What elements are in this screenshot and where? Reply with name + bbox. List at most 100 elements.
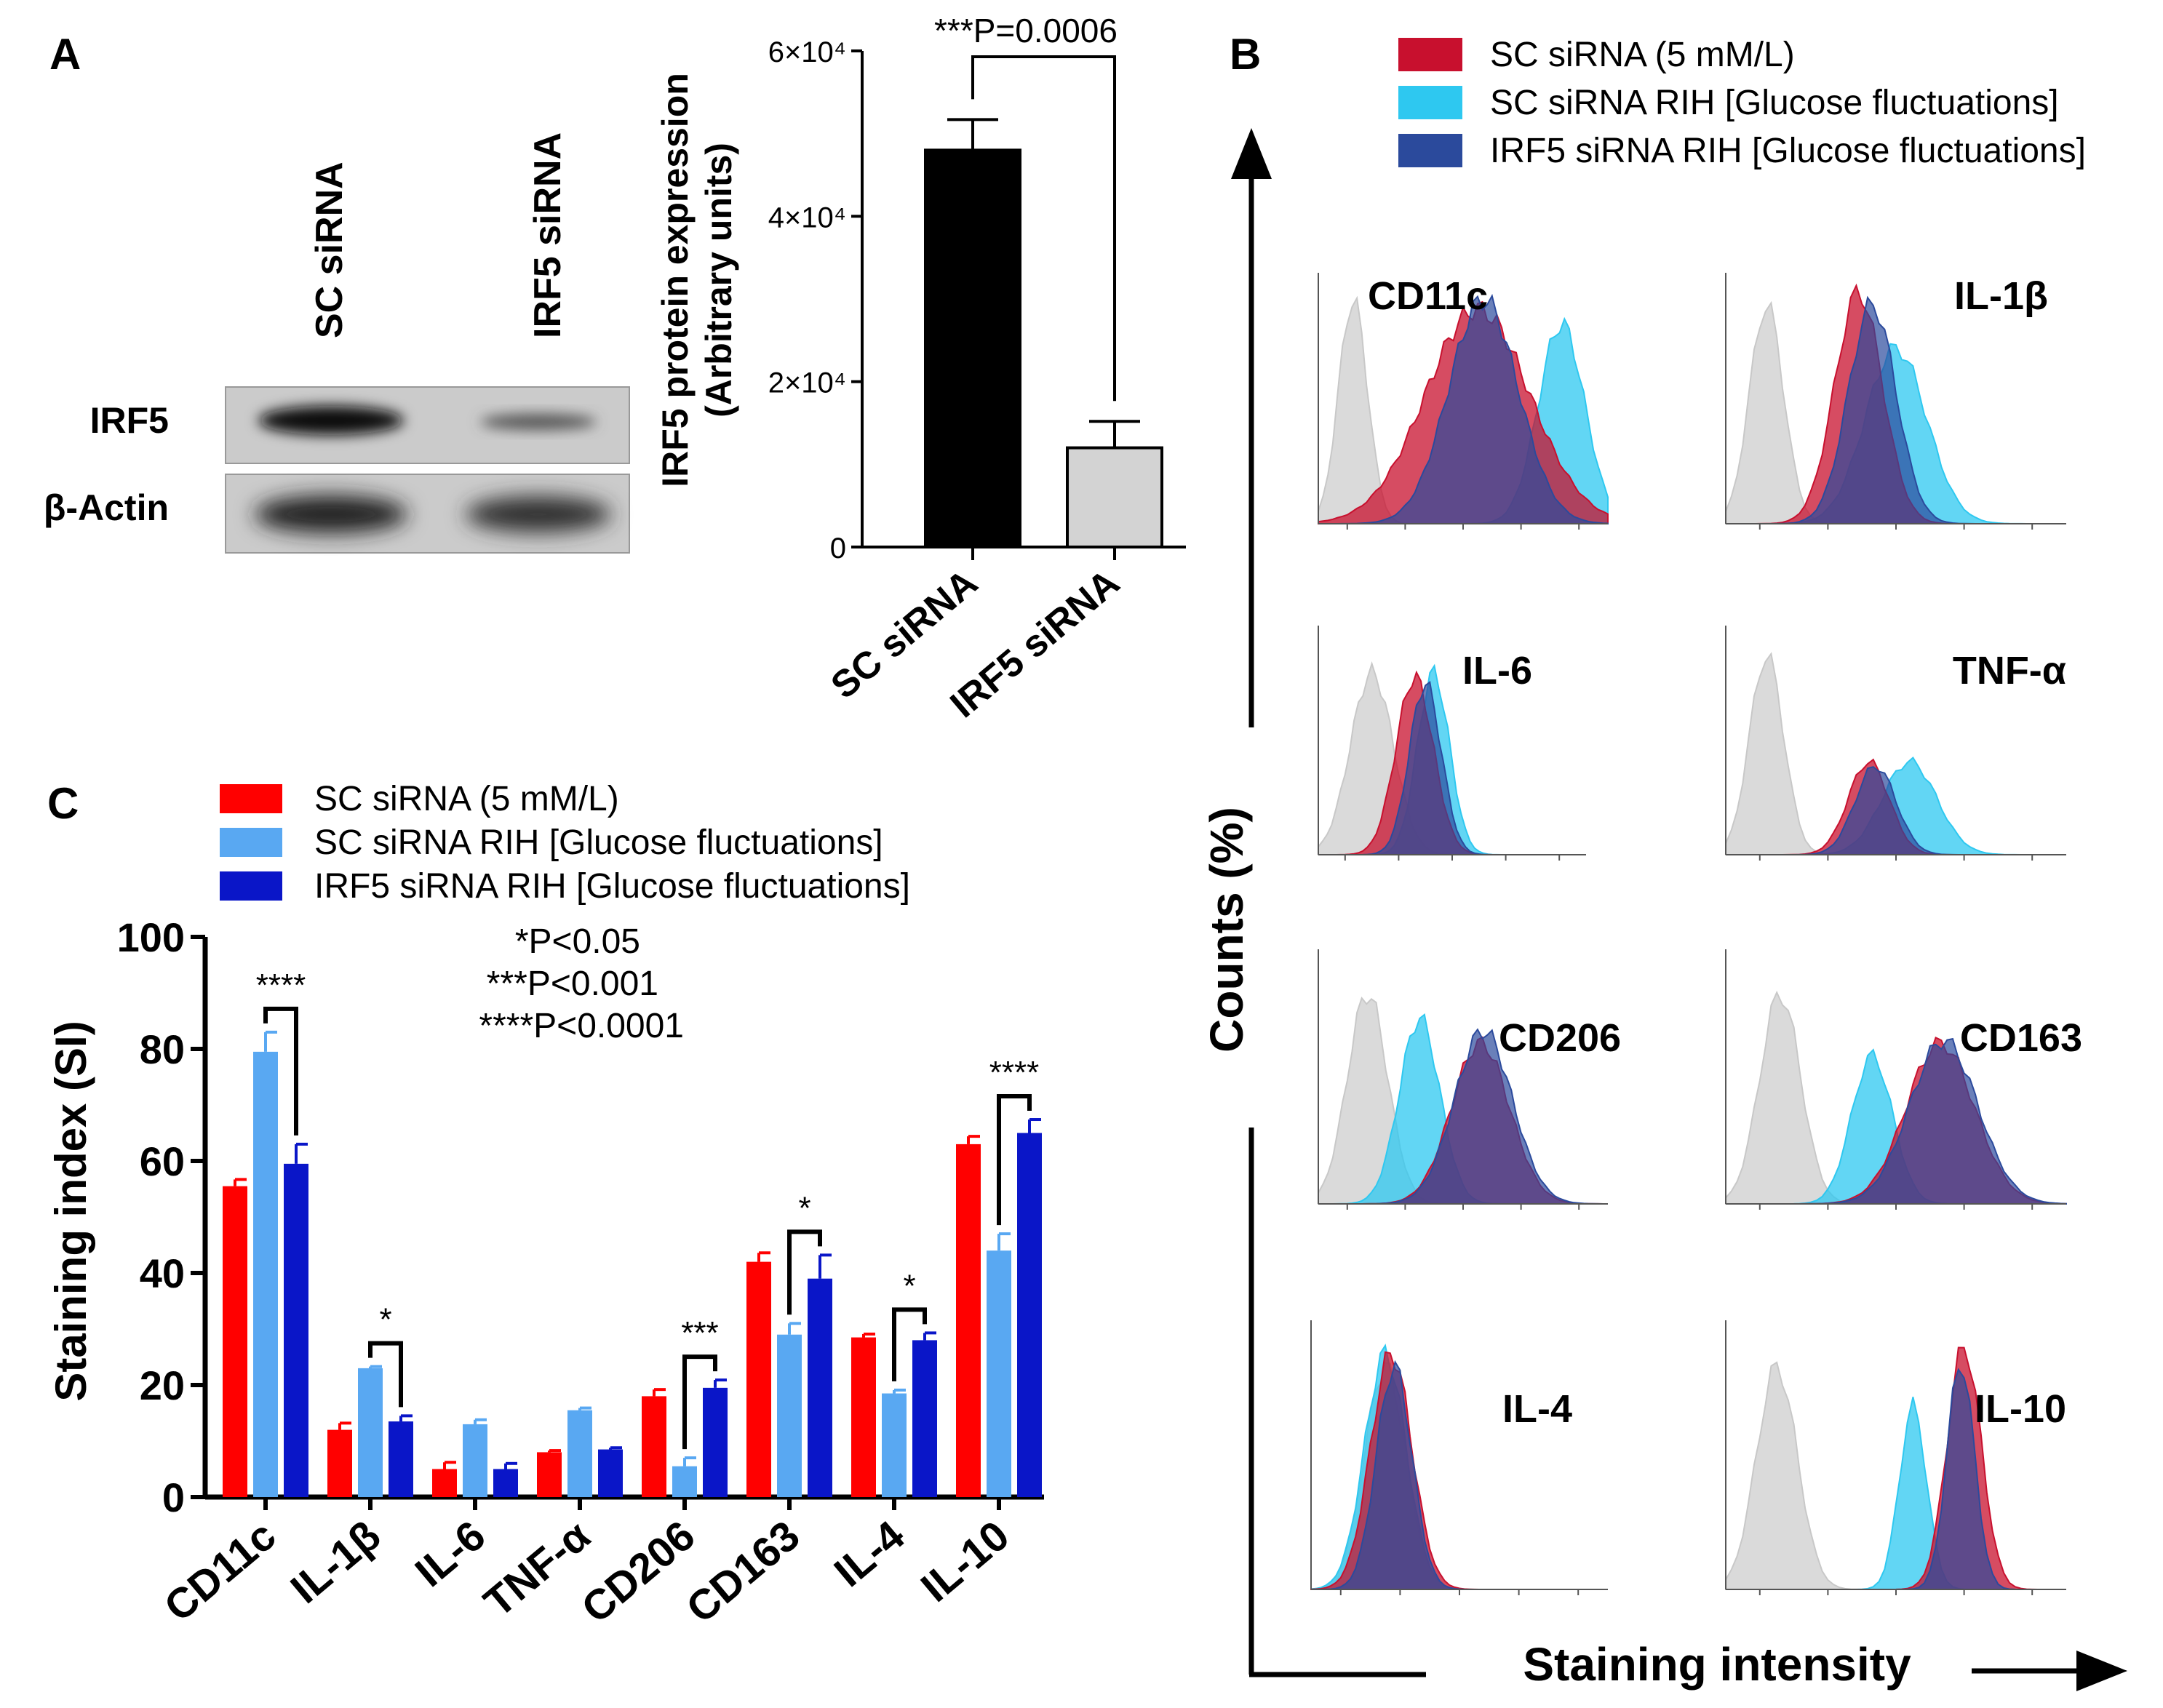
significance-label: ****: [989, 1055, 1040, 1090]
flow-histogram-grid: CD11c IL-1β IL-6 TNF-α CD206 CD163 IL-4 IL-10: [1310, 273, 2082, 1595]
panel-letter-b: B: [1230, 30, 1261, 79]
legend-swatch: [220, 784, 282, 813]
marker-label: CD163: [1960, 1016, 2082, 1060]
blot-band-irf5-knockdown: [480, 414, 597, 430]
bar-il-6-s1: [432, 1469, 457, 1497]
y-axis-label: IRF5 protein expression: [655, 73, 696, 487]
flow-axes: Counts (%) Staining intensity: [1200, 128, 2127, 1691]
legend-label: SC siRNA RIH [Glucose fluctuations]: [314, 823, 883, 862]
blot-lane-label-irf5: IRF5 siRNA: [527, 132, 569, 338]
significance-bracket: [368, 1341, 403, 1408]
y-tick-label: 20: [140, 1362, 185, 1408]
significance-bracket: [892, 1307, 927, 1381]
significance-bracket: [997, 1094, 1032, 1226]
p-value-annotation: ***P=0.0006: [934, 12, 1118, 49]
y-axis-label: Staining index (SI): [47, 1021, 95, 1401]
bar-cd206-s2: [672, 1466, 697, 1497]
bar-il-1β-s1: [327, 1429, 352, 1497]
blot-row-label-irf5: IRF5: [90, 400, 169, 441]
bar-il-6-s2: [463, 1424, 487, 1497]
blot-lane-label-sc: SC siRNA: [308, 161, 351, 338]
marker-label: TNF-α: [1953, 649, 2066, 693]
y-tick-label: 4×10⁴: [768, 201, 846, 234]
bar-il-6-s3: [493, 1469, 518, 1497]
x-tick-label: CD163: [677, 1512, 808, 1632]
bar-il-1β-s3: [389, 1421, 413, 1497]
flow-histogram-cd163: CD163: [1725, 949, 2082, 1210]
bar-cd11c-s2: [253, 1051, 278, 1497]
significance-label: *: [798, 1190, 810, 1226]
marker-label: IL-6: [1462, 649, 1532, 693]
flow-legend: SC siRNA (5 mM/L) SC siRNA RIH [Glucose f…: [1398, 36, 2086, 170]
legend-label: IRF5 siRNA RIH [Glucose fluctuations]: [314, 867, 910, 906]
marker-label: CD11c: [1368, 274, 1488, 318]
legend-label: IRF5 siRNA RIH [Glucose fluctuations]: [1490, 132, 2086, 170]
x-tick-label: TNF-α: [475, 1512, 599, 1627]
significance-bracket: [263, 1006, 298, 1136]
legend-swatch: [1398, 38, 1462, 71]
y-tick-label: 0: [830, 532, 846, 564]
significance-label: *: [903, 1268, 915, 1304]
bar-il-10-s3: [1017, 1133, 1042, 1497]
y-tick-label: 40: [140, 1250, 185, 1296]
flow-histogram-il-10: IL-10: [1725, 1320, 2066, 1595]
flow-histogram-cd11c: CD11c: [1318, 273, 1609, 530]
bar-cd163-s2: [777, 1334, 802, 1497]
significance-label: ****: [256, 967, 306, 1003]
pvalue-legend-2: ***P<0.001: [487, 965, 658, 1003]
histogram-curve: [1318, 293, 1609, 524]
marker-label: IL-4: [1502, 1387, 1572, 1431]
blot-band-actin-sc: [255, 495, 407, 533]
x-tick-label: IL-10: [912, 1512, 1018, 1611]
legend-label: SC siRNA RIH [Glucose fluctuations]: [1490, 84, 2059, 122]
y-tick-label: 60: [140, 1138, 185, 1184]
flow-histogram-il-4: IL-4: [1310, 1320, 1608, 1595]
bar-cd11c-s1: [223, 1186, 247, 1497]
blot-band-actin-knockdown: [466, 496, 611, 532]
bar-tnf-α-s3: [598, 1449, 623, 1497]
significance-bracket: [787, 1229, 822, 1315]
x-tick-label: CD11c: [156, 1512, 285, 1631]
y-tick-label: 6×10⁴: [768, 36, 846, 68]
marker-label: IL-10: [1975, 1387, 2066, 1431]
legend-swatch: [220, 828, 282, 857]
y-tick-label: 100: [117, 914, 185, 960]
bar-il-10-s1: [956, 1144, 981, 1497]
bar-il-4-s3: [912, 1340, 937, 1497]
bar-sc-sirna: [924, 148, 1021, 548]
legend-label: SC siRNA (5 mM/L): [1490, 36, 1795, 74]
staining-legend: SC siRNA (5 mM/L) SC siRNA RIH [Glucose f…: [220, 780, 910, 906]
bar-il-10-s2: [987, 1250, 1011, 1497]
bar-il-4-s1: [851, 1337, 876, 1497]
legend-swatch: [1398, 134, 1462, 167]
y-tick-label: 0: [162, 1474, 185, 1520]
bar-il-4-s2: [882, 1393, 907, 1497]
panel-letter-c: C: [47, 779, 79, 828]
irf5-expression-chart: IRF5 protein expression (Arbitrary units…: [655, 12, 1186, 726]
western-blot-image: [225, 386, 630, 554]
significance-label: ***: [681, 1315, 718, 1351]
legend-label: SC siRNA (5 mM/L): [314, 780, 619, 818]
blot-band-irf5-sc: [258, 406, 404, 435]
marker-label: IL-1β: [1954, 274, 2048, 318]
bar-cd206-s3: [703, 1387, 728, 1497]
bar-tnf-α-s1: [537, 1452, 562, 1497]
bar-cd163-s3: [808, 1278, 832, 1497]
counts-axis-label: Counts (%): [1200, 807, 1253, 1053]
y-tick-label: 2×10⁴: [768, 367, 846, 399]
blot-row-label-actin: β-Actin: [44, 487, 169, 528]
bar-tnf-α-s2: [567, 1410, 592, 1497]
bar-cd206-s1: [642, 1396, 666, 1497]
bar-cd11c-s3: [284, 1163, 308, 1497]
significance-bracket: [682, 1354, 717, 1450]
significance-label: *: [379, 1302, 391, 1338]
panel-letter-a: A: [49, 30, 81, 79]
legend-swatch: [1398, 86, 1462, 119]
flow-histogram-cd206: CD206: [1318, 949, 1621, 1210]
y-axis-label-units: (Arbitrary units): [698, 143, 739, 418]
flow-histogram-il-1β: IL-1β: [1725, 273, 2066, 530]
bar-il-1β-s2: [358, 1368, 383, 1497]
pvalue-legend-3: ****P<0.0001: [479, 1007, 684, 1045]
x-tick-label: IL-1β: [282, 1512, 389, 1613]
x-tick-label: CD206: [573, 1512, 704, 1632]
